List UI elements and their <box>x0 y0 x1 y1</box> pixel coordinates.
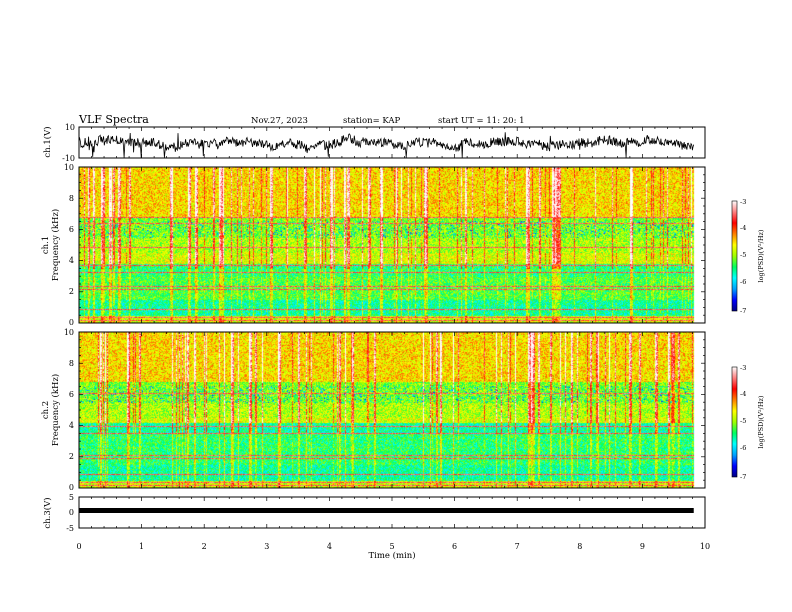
ch1-colorbar <box>731 200 738 312</box>
ch2-freq-tick-10: 10 <box>64 328 74 337</box>
ch2-frequency-axis-label: Frequency (kHz) <box>50 374 61 446</box>
ch1-colorbar-label: log(PSD)(V²/Hz) <box>757 229 765 282</box>
ch2-freq-tick-4: 4 <box>69 421 74 430</box>
time-tick-label: 3 <box>264 542 269 551</box>
ch1-freq-tick-6: 6 <box>69 225 74 234</box>
start-time-label: start UT = 11: 20: 1 <box>438 116 525 126</box>
ch2-colorbar <box>731 366 738 478</box>
ch2-spectrogram-ylabel: ch.2 <box>41 401 51 419</box>
ch2-colorbar-tick-m4: -4 <box>740 390 746 398</box>
ch2-spectrogram-image <box>79 332 705 488</box>
ch2-spectrogram-panel: 10 8 6 4 2 0 ch.2 Frequency (kHz) -3 -4 … <box>41 328 765 492</box>
ch2-colorbar-tick-m5: -5 <box>740 417 746 425</box>
ch3-waveform-series <box>79 508 694 513</box>
ch2-colorbar-tick-m6: -6 <box>740 444 746 452</box>
time-tick-label: 1 <box>139 542 144 551</box>
time-tick-label: 10 <box>700 542 710 551</box>
ch2-colorbar-label: log(PSD)(V²/Hz) <box>757 395 765 448</box>
ch1-colorbar-tick-m4: -4 <box>740 224 746 232</box>
date-label: Nov.27, 2023 <box>251 116 308 126</box>
ch1-waveform-series <box>78 132 695 158</box>
time-tick-label: 8 <box>577 542 582 551</box>
ch1-freq-tick-4: 4 <box>69 256 74 265</box>
ch1-freq-tick-2: 2 <box>69 287 74 296</box>
ch1-waveform-frame <box>78 126 706 159</box>
ch3-ytick-mid: 0 <box>69 508 74 517</box>
ch2-freq-tick-0: 0 <box>69 483 74 492</box>
ch1-spectrogram-image <box>79 167 705 323</box>
ch1-freq-tick-8: 8 <box>69 194 74 203</box>
ch2-colorbar-tick-m7: -7 <box>740 473 746 481</box>
ch3-ytick-bottom: -5 <box>66 524 74 533</box>
ch1-spectrogram-frame <box>78 166 706 324</box>
time-axis-tick-labels: 0 1 2 3 4 5 6 7 8 9 10 <box>76 542 710 551</box>
ch1-freq-tick-10: 10 <box>64 163 74 172</box>
time-tick-label: 2 <box>202 542 207 551</box>
ch1-waveform-panel: 10 -10 ch.1(V) <box>42 123 706 163</box>
ch1-colorbar-tick-m6: -6 <box>740 278 746 286</box>
ch1-waveform-ylabel: ch.1(V) <box>42 126 53 157</box>
time-tick-label: 5 <box>389 542 394 551</box>
ch1-freq-tick-0: 0 <box>69 318 74 327</box>
time-tick-label: 4 <box>327 542 332 551</box>
ch2-colorbar-tick-m3: -3 <box>740 364 746 372</box>
ch3-waveform-panel: 5 0 -5 ch.3(V) <box>42 493 706 533</box>
ch1-ytick-bottom: -10 <box>62 154 75 163</box>
ch1-spectrogram-ylabel: ch.1 <box>41 236 51 254</box>
ch1-colorbar-tick-m3: -3 <box>740 198 746 206</box>
ch2-freq-tick-2: 2 <box>69 452 74 461</box>
ch2-spectrogram-frame <box>78 331 706 489</box>
ch3-waveform-ylabel: ch.3(V) <box>42 497 53 528</box>
time-tick-label: 7 <box>515 542 520 551</box>
figure-title: VLF Spectra <box>78 113 149 126</box>
ch1-ytick-top: 10 <box>65 123 75 132</box>
ch1-colorbar-tick-m7: -7 <box>740 307 746 315</box>
ch3-waveform-frame <box>78 496 706 529</box>
ch2-freq-tick-6: 6 <box>69 390 74 399</box>
ch2-freq-tick-8: 8 <box>69 359 74 368</box>
time-tick-label: 6 <box>452 542 457 551</box>
ch1-spectrogram-panel: 10 8 6 4 2 0 ch.1 Frequency (kHz) -3 -4 … <box>41 163 765 327</box>
station-label: station= KAP <box>343 116 401 126</box>
time-tick-label: 9 <box>640 542 645 551</box>
ch1-frequency-axis-label: Frequency (kHz) <box>50 209 61 281</box>
ch1-colorbar-tick-m5: -5 <box>740 251 746 259</box>
time-axis-label: Time (min) <box>368 550 415 561</box>
time-tick-label: 0 <box>76 542 81 551</box>
ch3-ytick-top: 5 <box>69 493 74 502</box>
